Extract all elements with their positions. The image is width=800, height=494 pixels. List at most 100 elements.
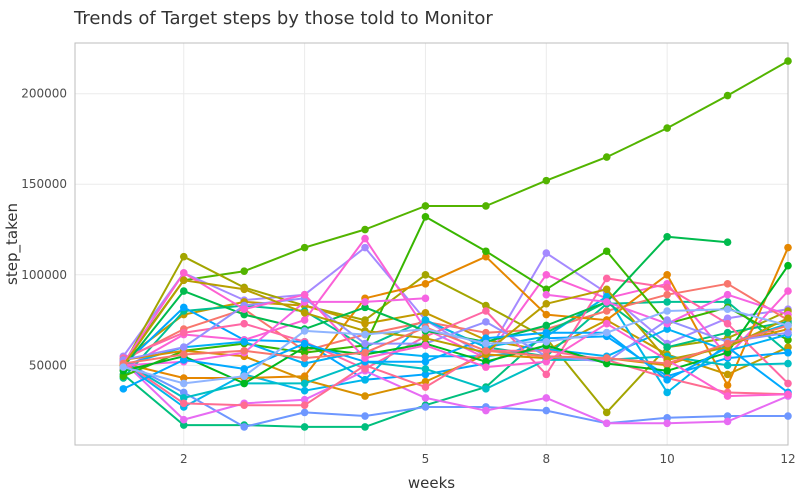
x-tick-label: 10 (660, 452, 675, 466)
data-point (784, 336, 792, 344)
data-point (421, 334, 430, 342)
series-line (123, 324, 789, 365)
data-point (361, 376, 369, 384)
data-point (482, 363, 490, 371)
data-point (602, 359, 611, 368)
data-point (179, 343, 188, 352)
data-point (602, 307, 611, 315)
data-point (723, 91, 732, 100)
data-point (421, 403, 430, 411)
data-point (663, 307, 671, 315)
data-point (723, 328, 732, 337)
series-layer (119, 57, 792, 431)
data-point (361, 392, 369, 400)
data-point (663, 124, 671, 132)
data-point (482, 252, 490, 261)
data-point (784, 328, 792, 337)
data-point (723, 381, 732, 390)
data-point (723, 361, 732, 370)
series-25 (119, 269, 792, 400)
data-point (723, 417, 732, 426)
data-point (361, 225, 369, 234)
data-point (361, 423, 369, 431)
data-point (482, 328, 490, 337)
data-point (482, 318, 490, 326)
x-tick-label: 2 (180, 452, 188, 466)
data-point (663, 270, 671, 279)
data-point (602, 408, 611, 417)
data-point (602, 419, 611, 428)
data-point (663, 359, 671, 368)
data-point (482, 307, 490, 315)
data-point (663, 232, 671, 241)
data-point (663, 388, 671, 397)
data-point (663, 316, 671, 324)
y-axis-ticks: 50000 100000 150000 200000 (21, 87, 67, 373)
data-point (482, 347, 490, 355)
data-point (542, 285, 551, 294)
series-line (123, 265, 789, 385)
data-point (179, 415, 188, 424)
series-line (122, 282, 789, 361)
data-point (179, 394, 188, 402)
data-point (542, 328, 551, 337)
data-point (179, 379, 188, 388)
data-point (482, 406, 490, 415)
data-point (784, 348, 792, 357)
data-point (361, 339, 369, 348)
series-line (123, 297, 789, 363)
data-point (723, 319, 732, 328)
data-point (542, 347, 551, 355)
data-point (723, 290, 732, 299)
data-point (784, 321, 792, 330)
data-point (421, 325, 430, 333)
data-point (723, 314, 732, 323)
data-point (421, 341, 430, 350)
series-28 (119, 305, 792, 388)
data-point (602, 298, 611, 306)
data-point (421, 280, 430, 288)
data-point (421, 202, 430, 210)
data-point (784, 57, 792, 65)
data-point (663, 343, 671, 352)
data-point (482, 301, 490, 310)
data-point (542, 357, 551, 366)
y-tick-label: 200000 (21, 87, 67, 101)
data-point (663, 298, 671, 306)
data-point (663, 290, 671, 299)
data-point (179, 328, 188, 337)
data-point (421, 270, 430, 279)
series-line (123, 308, 789, 385)
data-point (784, 261, 792, 270)
data-point (784, 287, 792, 295)
data-point (421, 294, 430, 303)
data-point (240, 285, 248, 294)
data-point (179, 399, 188, 408)
data-point (300, 348, 309, 357)
series-line (122, 300, 789, 428)
data-point (300, 386, 309, 395)
data-point (602, 274, 611, 283)
data-point (361, 319, 369, 328)
data-point (179, 252, 188, 261)
data-point (542, 176, 551, 185)
data-point (542, 310, 551, 319)
series-20 (119, 347, 792, 409)
data-point (784, 243, 792, 252)
data-point (361, 234, 369, 243)
data-point (421, 370, 430, 379)
data-point (361, 303, 369, 312)
data-point (240, 305, 248, 313)
data-point (542, 370, 551, 379)
data-point (300, 316, 309, 324)
data-point (663, 376, 671, 384)
data-point (361, 348, 369, 357)
series-line (122, 272, 789, 398)
data-point (421, 316, 430, 324)
data-point (300, 401, 309, 409)
data-point (300, 359, 309, 368)
data-point (240, 401, 248, 409)
data-point (482, 202, 490, 210)
data-point (602, 354, 611, 362)
data-point (119, 372, 128, 380)
